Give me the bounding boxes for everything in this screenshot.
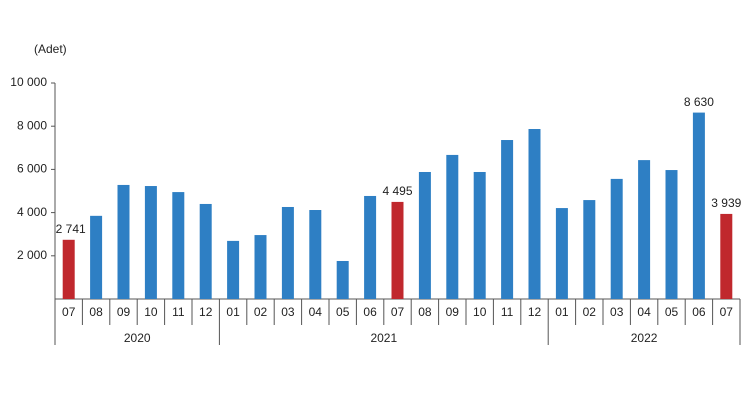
bar bbox=[501, 140, 514, 299]
y-tick-label: 6 000 bbox=[17, 162, 47, 176]
bar bbox=[144, 186, 157, 299]
bar bbox=[638, 160, 651, 299]
x-tick-label: 06 bbox=[692, 305, 706, 319]
x-tick-label: 11 bbox=[501, 305, 514, 319]
group-label: 2020 bbox=[124, 331, 151, 345]
bar bbox=[309, 210, 322, 299]
x-tick-label: 09 bbox=[117, 305, 131, 319]
x-tick-label: 02 bbox=[583, 305, 597, 319]
bar bbox=[446, 154, 459, 299]
x-tick-label: 12 bbox=[199, 305, 213, 319]
bar bbox=[583, 200, 596, 299]
x-tick-label: 01 bbox=[555, 305, 569, 319]
x-tick-label: 04 bbox=[637, 305, 651, 319]
x-tick-label: 03 bbox=[610, 305, 624, 319]
value-label: 3 939 bbox=[711, 196, 741, 210]
x-tick-label: 02 bbox=[254, 305, 268, 319]
bar bbox=[117, 184, 130, 299]
bar bbox=[62, 239, 75, 299]
y-tick-label: 10 000 bbox=[10, 75, 47, 89]
y-tick-label: 2 000 bbox=[17, 248, 47, 262]
bar bbox=[610, 178, 623, 299]
bar bbox=[199, 203, 212, 299]
x-tick-label: 08 bbox=[89, 305, 103, 319]
y-tick-label: 4 000 bbox=[17, 205, 47, 219]
x-tick-label: 12 bbox=[528, 305, 542, 319]
bar bbox=[720, 213, 733, 299]
x-tick-label: 10 bbox=[473, 305, 487, 319]
value-label: 4 495 bbox=[382, 184, 412, 198]
bar bbox=[473, 171, 486, 299]
group-label: 2022 bbox=[631, 331, 658, 345]
y-unit: (Adet) bbox=[34, 42, 67, 56]
bar bbox=[665, 170, 678, 299]
x-tick-label: 01 bbox=[226, 305, 240, 319]
bar bbox=[90, 215, 103, 299]
group-label: 2021 bbox=[370, 331, 397, 345]
x-tick-label: 07 bbox=[62, 305, 76, 319]
x-tick-label: 04 bbox=[309, 305, 323, 319]
bar bbox=[418, 171, 431, 299]
x-tick-label: 08 bbox=[418, 305, 432, 319]
bar bbox=[391, 201, 404, 299]
x-tick-label: 07 bbox=[720, 305, 734, 319]
x-tick-label: 07 bbox=[391, 305, 405, 319]
x-tick-label: 05 bbox=[665, 305, 679, 319]
x-tick-label: 05 bbox=[336, 305, 350, 319]
y-tick-label: 8 000 bbox=[17, 118, 47, 132]
bar bbox=[254, 235, 267, 299]
value-label: 8 630 bbox=[684, 95, 714, 109]
x-tick-label: 11 bbox=[172, 305, 185, 319]
bar bbox=[364, 195, 377, 299]
bar bbox=[281, 206, 294, 299]
bar bbox=[692, 112, 705, 299]
bar bbox=[555, 208, 568, 299]
x-tick-label: 03 bbox=[281, 305, 295, 319]
bar bbox=[528, 129, 541, 299]
bar bbox=[227, 240, 240, 299]
x-tick-label: 10 bbox=[144, 305, 158, 319]
bar bbox=[172, 192, 185, 299]
value-label: 2 741 bbox=[56, 222, 86, 236]
x-tick-label: 09 bbox=[446, 305, 460, 319]
x-tick-label: 06 bbox=[363, 305, 377, 319]
bar bbox=[336, 260, 349, 299]
